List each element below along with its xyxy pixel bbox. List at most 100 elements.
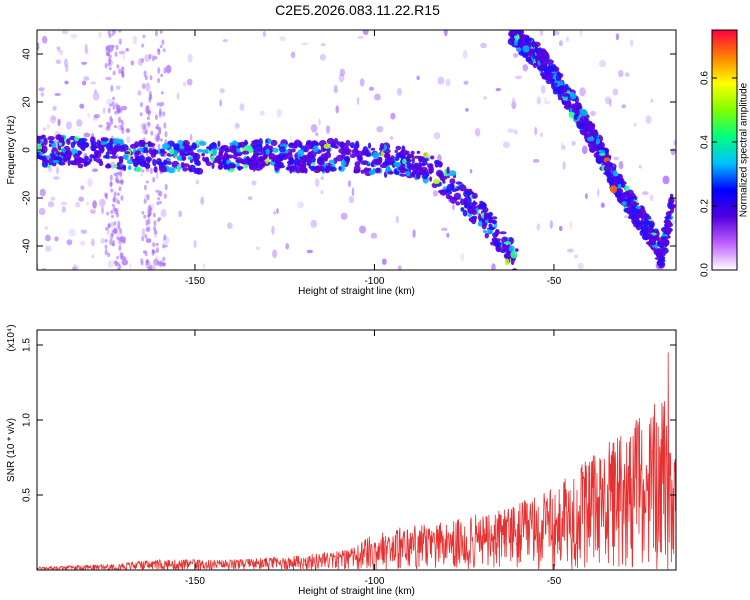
colorbar-label: Normalized spectral amplitude [739,82,750,217]
snr-x-tick-label: -150 [185,576,205,587]
streak-blob [141,169,145,173]
streak-blob [156,201,160,206]
noise-blob [52,105,57,111]
trace-blob [311,162,316,166]
trace-blob [650,241,657,246]
noise-blob [58,49,64,56]
trace-blob [464,188,469,192]
trace-blob [397,166,406,171]
trace-blob [324,162,328,166]
streak-blob [104,239,108,243]
trace-blob [221,145,229,150]
streak-blob [146,194,150,201]
colorbar-tick-label: 0.0 [700,263,711,277]
noise-blob [618,161,624,170]
noise-blob [320,43,326,47]
colorbar-tick-label: 0.6 [700,71,711,85]
trace-blob [439,189,448,196]
noise-blob [64,80,69,85]
noise-blob [200,196,205,205]
noise-blob [613,156,619,161]
noise-blob [359,225,366,234]
noise-blob [443,30,448,37]
streak-blob [112,70,116,76]
streak-blob [143,214,147,219]
noise-blob [562,145,566,150]
noise-blob [87,178,93,187]
trace-blob [172,143,181,151]
trace-blob [79,137,88,143]
heatmap-x-tick-label: -50 [547,276,562,287]
trace-blob [455,181,463,185]
trace-blob [495,229,499,237]
noise-blob [590,110,596,116]
trace-blob [39,152,44,156]
trace-blob [598,152,606,156]
trace-blob [446,166,450,174]
trace-blob [511,19,516,26]
trace-blob [458,184,467,192]
noise-blob [189,133,193,142]
streak-blob [120,195,124,201]
trace-blob [540,65,544,72]
trace-blob [660,252,666,257]
trace-blob [511,32,518,36]
trace-blob [100,137,109,142]
noise-blob [87,113,91,118]
trace-blob [106,163,111,169]
streak-blob [120,124,124,131]
trace-blob [370,161,375,168]
noise-blob [480,42,487,49]
trace-blob [144,163,151,169]
trace-blob [514,39,518,46]
trace-blob [406,153,415,159]
trace-blob [99,144,105,152]
noise-blob [285,243,290,250]
streak-blob [157,77,161,84]
trace-blob [211,162,215,170]
noise-blob [437,76,445,85]
trace-blob [70,141,76,148]
trace-blob [229,144,237,151]
snr-y-axis-label: SNR (10 * v/v) [6,418,17,482]
noise-blob [662,175,670,185]
trace-blob [483,212,489,221]
noise-blob [129,262,132,270]
streak-blob [113,30,117,34]
snr-series-line [37,352,676,570]
trace-blob [300,164,307,169]
trace-blob [546,59,554,65]
streak-blob [155,189,159,193]
streak-blob [115,44,119,50]
trace-blob [522,45,530,53]
trace-blob [514,248,519,252]
trace-blob [510,250,518,259]
noise-blob [38,87,45,92]
streak-blob [143,184,147,191]
noise-blob [581,145,588,155]
streak-blob [120,119,124,124]
trace-blob [495,238,502,242]
trace-blob [380,151,385,157]
trace-blob [530,48,536,53]
noise-blob [633,122,637,127]
trace-blob [491,216,498,220]
noise-blob [115,85,121,90]
noise-blob [543,100,551,105]
streak-blob [108,57,112,64]
trace-blob [349,142,356,149]
noise-blob [641,191,649,196]
streak-blob [154,55,158,60]
trace-blob [345,139,351,147]
streak-blob [159,260,163,265]
noise-blob [452,203,455,211]
trace-blob [511,268,518,270]
noise-blob [612,88,619,96]
trace-blob [217,164,224,170]
trace-blob [570,103,577,109]
trace-blob [665,226,670,234]
noise-blob [351,187,355,197]
trace-blob [353,169,360,174]
trace-blob [312,145,319,153]
trace-blob [167,167,176,174]
